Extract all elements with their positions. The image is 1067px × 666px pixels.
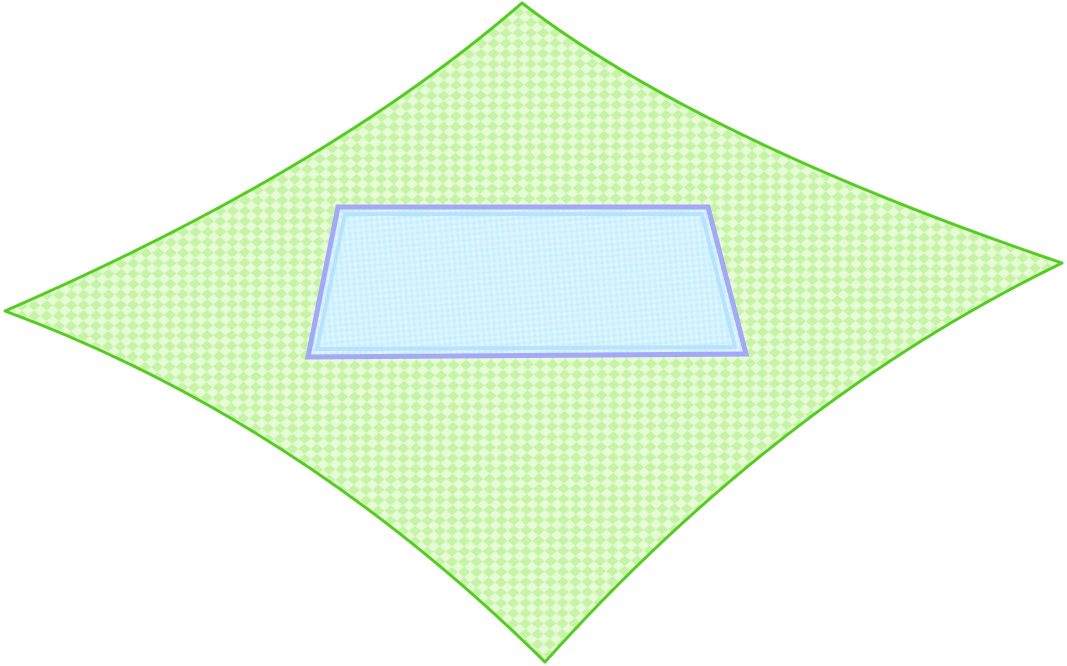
inner-rectangle-inner-border	[314, 212, 738, 352]
inner-rectangle-outer-border	[304, 204, 750, 360]
